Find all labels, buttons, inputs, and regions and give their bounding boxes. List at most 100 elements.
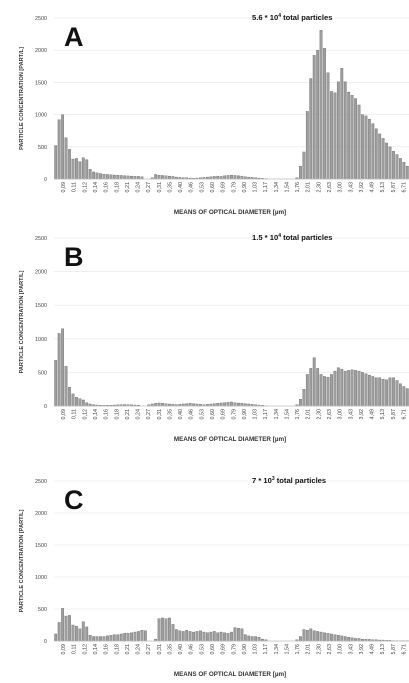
bar [106, 174, 109, 180]
bar [367, 118, 371, 180]
y-tick-label: 2000 [35, 48, 47, 54]
bar [195, 631, 199, 642]
bar [161, 617, 164, 642]
bar [112, 634, 116, 642]
bar [68, 387, 71, 407]
x-tick-label: 1,34 [274, 182, 280, 193]
x-tick-label: 0,53 [199, 182, 205, 193]
panel-letter: B [64, 242, 84, 272]
bar [305, 374, 309, 407]
x-tick-label: 4,49 [370, 644, 376, 655]
x-tick-label: 3,00 [338, 409, 344, 420]
bar [71, 624, 75, 642]
x-tick-label: 0,18 [114, 409, 120, 420]
x-tick-label: 0,90 [242, 409, 248, 420]
bar [71, 393, 75, 407]
bar [350, 369, 354, 407]
x-tick-label: 2,30 [316, 644, 322, 655]
bar [367, 374, 371, 407]
bar [202, 631, 206, 642]
bar [68, 149, 71, 180]
x-tick-label: 1,54 [284, 182, 290, 193]
x-tick-label: 5,87 [391, 409, 397, 420]
bar [126, 175, 130, 180]
bar [371, 376, 375, 407]
bar [330, 91, 333, 180]
bar [205, 632, 209, 642]
bar [57, 119, 61, 180]
bar [219, 402, 223, 407]
x-tick-label: 2,30 [316, 182, 322, 193]
x-tick-label: 6,71 [401, 409, 407, 420]
bar [178, 630, 182, 642]
bar [347, 370, 351, 407]
bar [137, 631, 140, 642]
bar [340, 635, 344, 642]
total-suffix: total particles [275, 476, 326, 485]
total-suffix: total particles [281, 233, 332, 242]
bar [209, 631, 213, 642]
bar [302, 389, 306, 407]
bar [319, 30, 323, 180]
bar [405, 165, 409, 180]
bar [309, 628, 313, 642]
x-tick-label: 0,60 [210, 409, 216, 420]
bar [323, 48, 326, 180]
y-tick-label: 0 [44, 177, 47, 183]
bar [109, 174, 113, 180]
x-tick-label: 0,46 [189, 182, 195, 193]
bar [226, 402, 230, 407]
x-tick-label: 0,21 [125, 644, 131, 655]
x-tick-label: 0,31 [157, 644, 163, 655]
bar [316, 368, 320, 407]
bar [192, 631, 195, 642]
x-tick-label: 0,31 [157, 409, 163, 420]
bar [85, 626, 89, 642]
bar [92, 636, 96, 642]
bar [174, 629, 178, 642]
bar [64, 137, 68, 180]
x-axis-title: MEANS OF OPTICAL DIAMETER [µm] [174, 671, 286, 678]
x-tick-label: 5,87 [391, 182, 397, 193]
x-tick-label: 1,54 [284, 644, 290, 655]
x-tick-label: 0,09 [61, 644, 67, 655]
x-tick-label: 0,79 [231, 182, 237, 193]
x-tick-label: 0,40 [178, 409, 184, 420]
bar [164, 175, 168, 180]
x-tick-label: 0,79 [231, 409, 237, 420]
bar [230, 401, 233, 407]
total-exponent: 4 [278, 233, 281, 239]
bar [161, 403, 164, 407]
x-tick-label: 1,17 [263, 409, 269, 420]
y-tick-label: 500 [38, 145, 47, 151]
bar [99, 173, 102, 180]
bar [247, 635, 251, 642]
x-tick-label: 3,00 [338, 644, 344, 655]
y-tick-label: 1000 [35, 575, 47, 581]
bar [123, 175, 127, 180]
bar [78, 161, 82, 180]
x-tick-label: 2,01 [306, 409, 312, 420]
x-tick-label: 0,11 [72, 182, 78, 192]
y-tick-label: 500 [38, 370, 47, 376]
bar [78, 398, 82, 407]
bar [326, 376, 330, 407]
bar [402, 162, 406, 180]
x-tick-label: 0,40 [178, 644, 184, 655]
bar [223, 632, 226, 642]
bar [157, 618, 161, 642]
bar [354, 98, 357, 180]
x-tick-label: 1,34 [274, 644, 280, 655]
bar [326, 633, 330, 642]
x-tick-label: 0,53 [199, 644, 205, 655]
bar [309, 368, 313, 407]
y-tick-label: 2500 [35, 479, 47, 485]
x-axis-title: MEANS OF OPTICAL DIAMETER [µm] [174, 436, 286, 443]
bar [154, 403, 158, 407]
bar [226, 175, 230, 180]
y-tick-label: 1500 [35, 303, 47, 309]
bar [333, 370, 337, 407]
y-axis-title: PARTICLE CONCENTRATION [PART/L] [19, 509, 25, 612]
bar [374, 377, 378, 407]
